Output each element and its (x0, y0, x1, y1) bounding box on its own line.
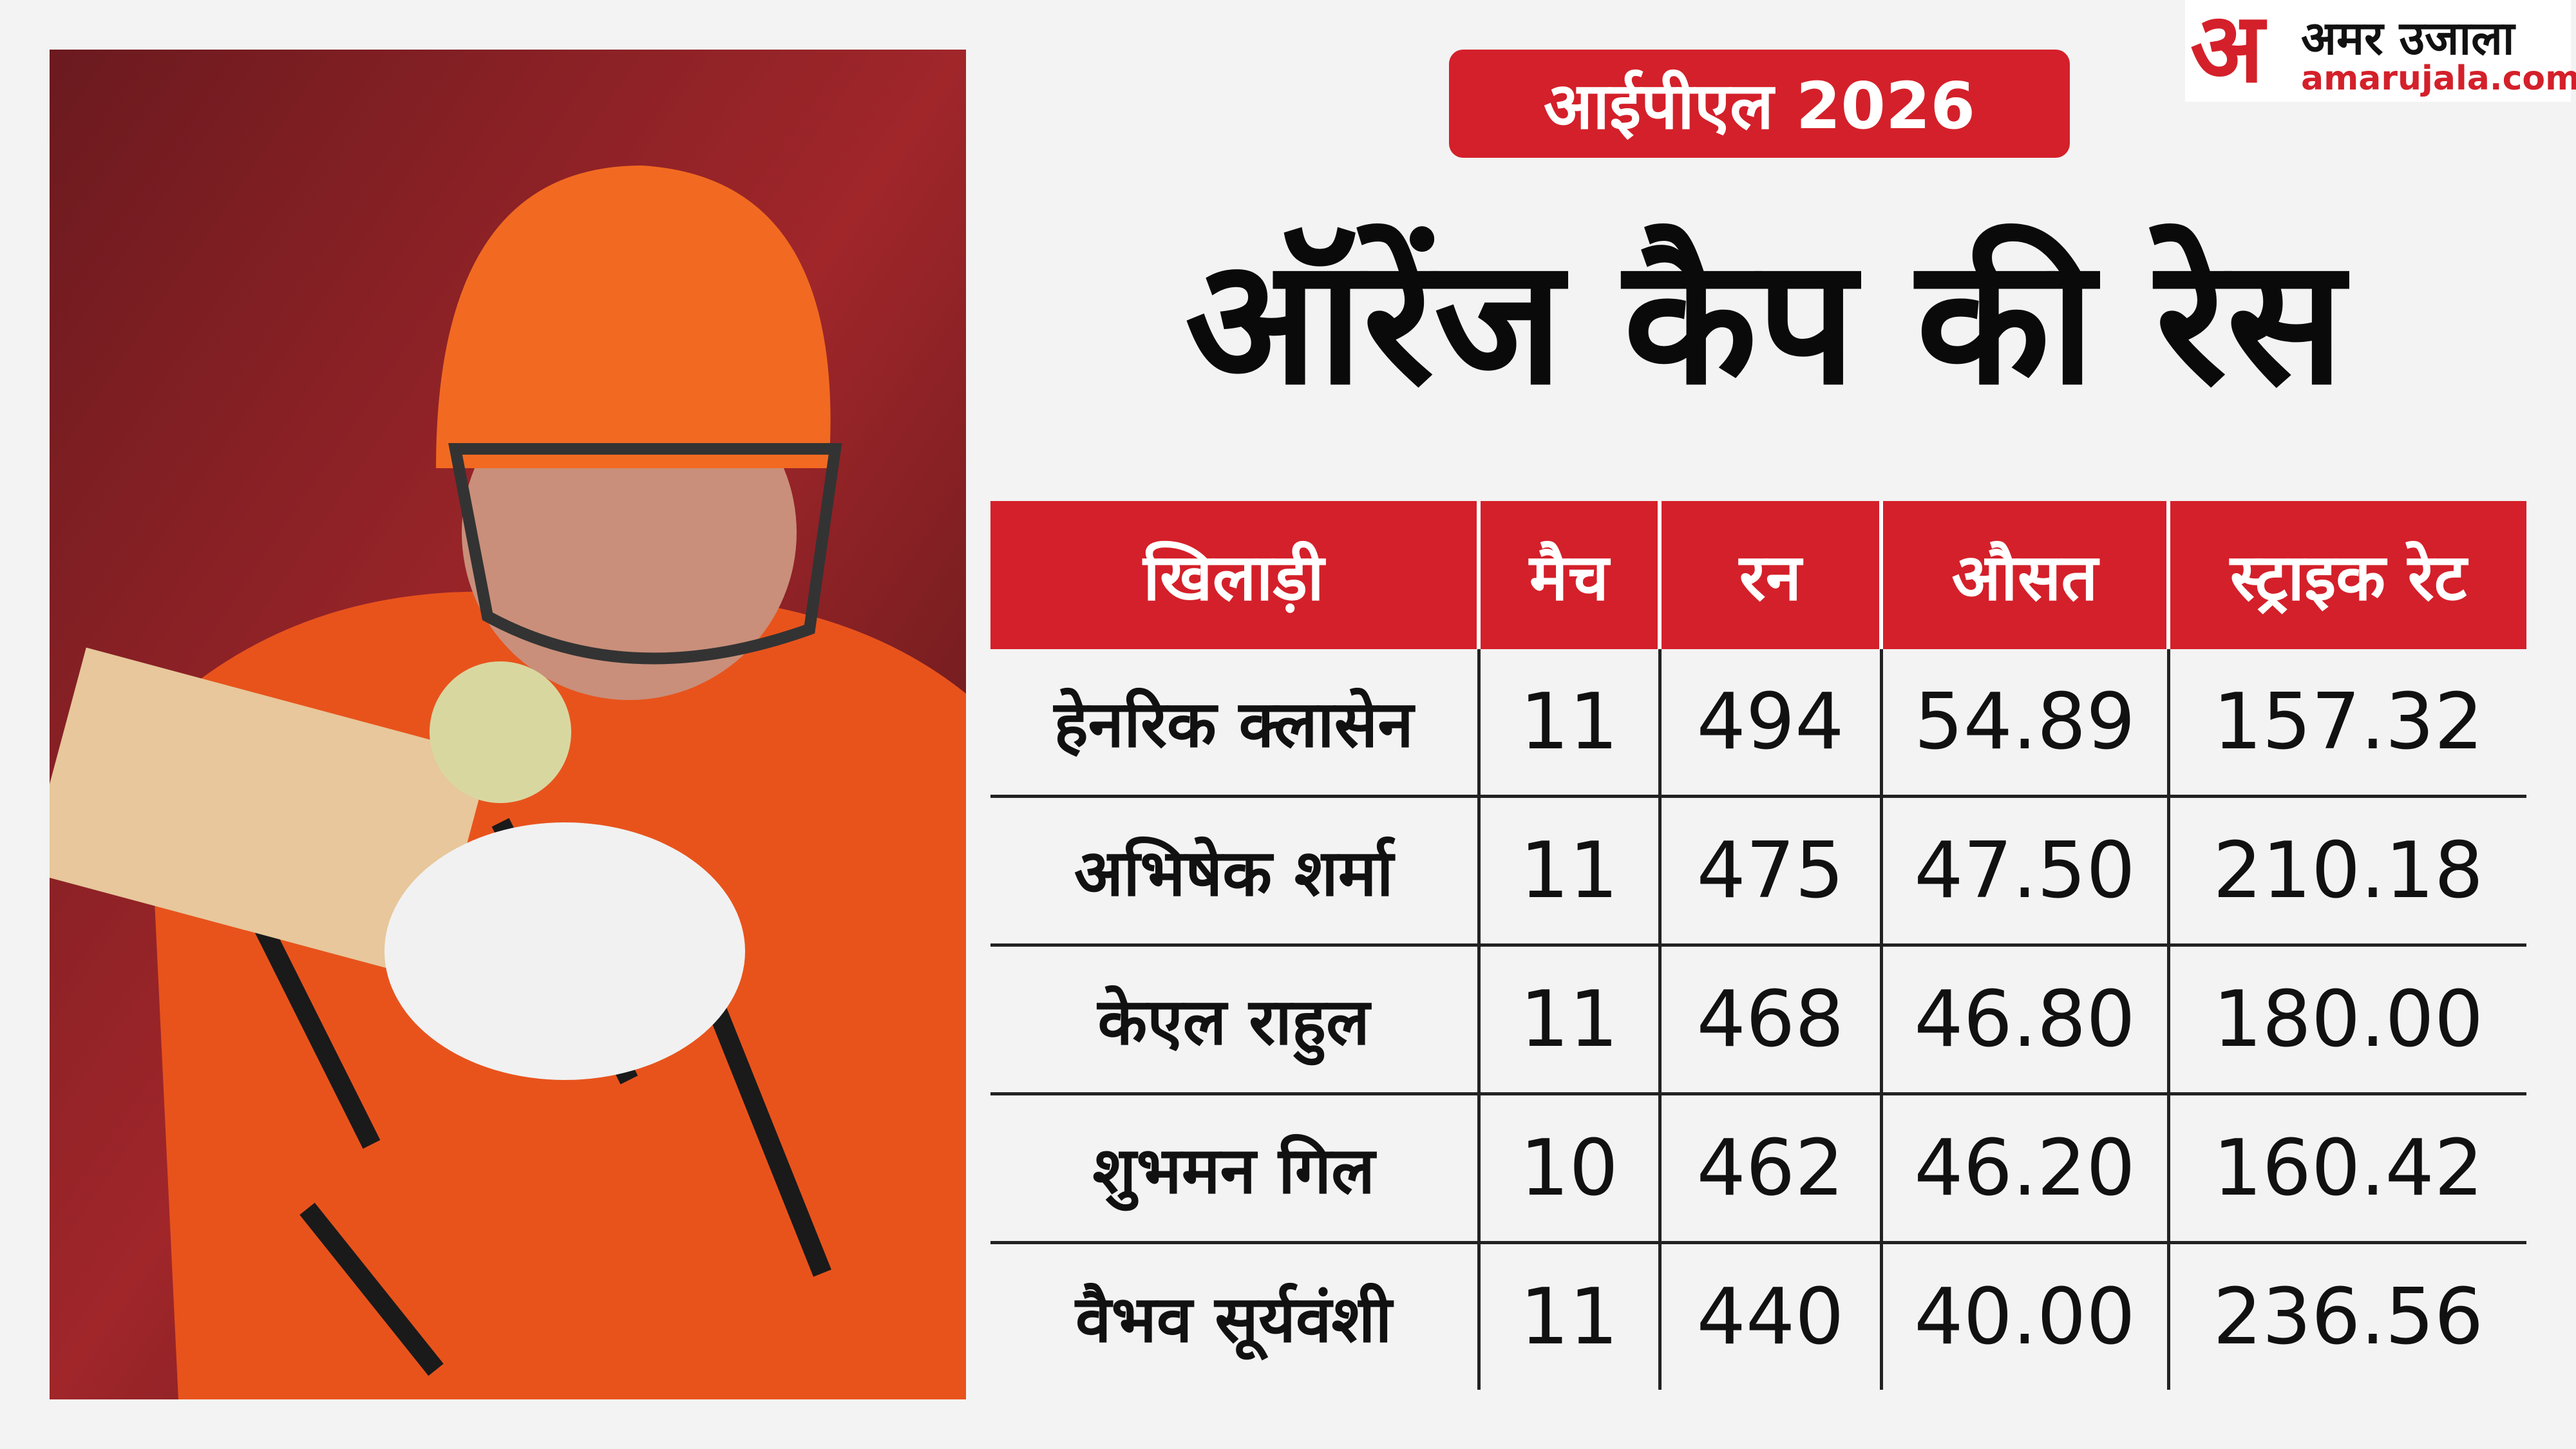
logo-mark: अ (2190, 0, 2264, 104)
stat-cell: 11 (1477, 649, 1660, 798)
stat-cell: 462 (1658, 1094, 1881, 1244)
stat-cell: 40.00 (1879, 1242, 2168, 1390)
table-body: हेनरिक क्लासेन 11 494 54.89 157.32 अभिषेक शर्… (990, 649, 2526, 1390)
table-row: शुभमन गिल 10 462 46.20 160.42 (990, 1094, 2526, 1244)
player-name: अभिषेक शर्मा (990, 796, 1479, 947)
stat-cell: 11 (1477, 1242, 1660, 1390)
column-header: मैच (1477, 501, 1660, 649)
column-header: औसत (1879, 501, 2168, 649)
stat-cell: 468 (1658, 945, 1881, 1095)
table-row: अभिषेक शर्मा 11 475 47.50 210.18 (990, 796, 2526, 947)
stat-cell: 210.18 (2166, 796, 2526, 947)
stat-cell: 54.89 (1879, 649, 2168, 798)
stat-cell: 157.32 (2166, 649, 2526, 798)
stat-cell: 494 (1658, 649, 1881, 798)
stat-cell: 475 (1658, 796, 1881, 947)
table-row: केएल राहुल 11 468 46.80 180.00 (990, 945, 2526, 1095)
stat-cell: 46.80 (1879, 945, 2168, 1095)
column-header: खिलाड़ी (990, 501, 1479, 649)
stat-cell: 10 (1477, 1094, 1660, 1244)
logo-name: अमर उजाला (2301, 11, 2515, 65)
stat-cell: 440 (1658, 1242, 1881, 1390)
table-row: वैभव सूर्यवंशी 11 440 40.00 236.56 (990, 1242, 2526, 1390)
stat-cell: 11 (1477, 945, 1660, 1095)
column-header: स्ट्राइक रेट (2166, 501, 2526, 649)
header-row: खिलाड़ी मैच रन औसत स्ट्राइक रेट (990, 501, 2526, 649)
stat-cell: 180.00 (2166, 945, 2526, 1095)
player-name: वैभव सूर्यवंशी (1075, 1282, 1392, 1357)
player-name: हेनरिक क्लासेन (990, 649, 1479, 798)
stat-cell: 11 (1477, 796, 1660, 947)
stat-cell: 46.20 (1879, 1094, 2168, 1244)
player-name: शुभमन गिल (990, 1094, 1479, 1244)
stats-table: खिलाड़ी मैच रन औसत स्ट्राइक रेट हेनरिक क्लास… (990, 501, 2526, 1390)
player-name: केएल राहुल (990, 945, 1479, 1095)
stat-cell: 236.56 (2166, 1242, 2526, 1390)
logo-url: amarujala.com (2301, 59, 2576, 98)
stat-cell: 47.50 (1879, 796, 2168, 947)
badge: आईपीएल 2026 (1449, 50, 2070, 158)
column-header: रन (1658, 501, 1881, 649)
player-photo (50, 50, 966, 1399)
logo: अ अमर उजाला amarujala.com (2185, 0, 2576, 104)
stat-cell: 160.42 (2166, 1094, 2526, 1244)
table-row: हेनरिक क्लासेन 11 494 54.89 157.32 (990, 649, 2526, 798)
title: ऑरेंज कैप की रेस (1185, 220, 2344, 423)
